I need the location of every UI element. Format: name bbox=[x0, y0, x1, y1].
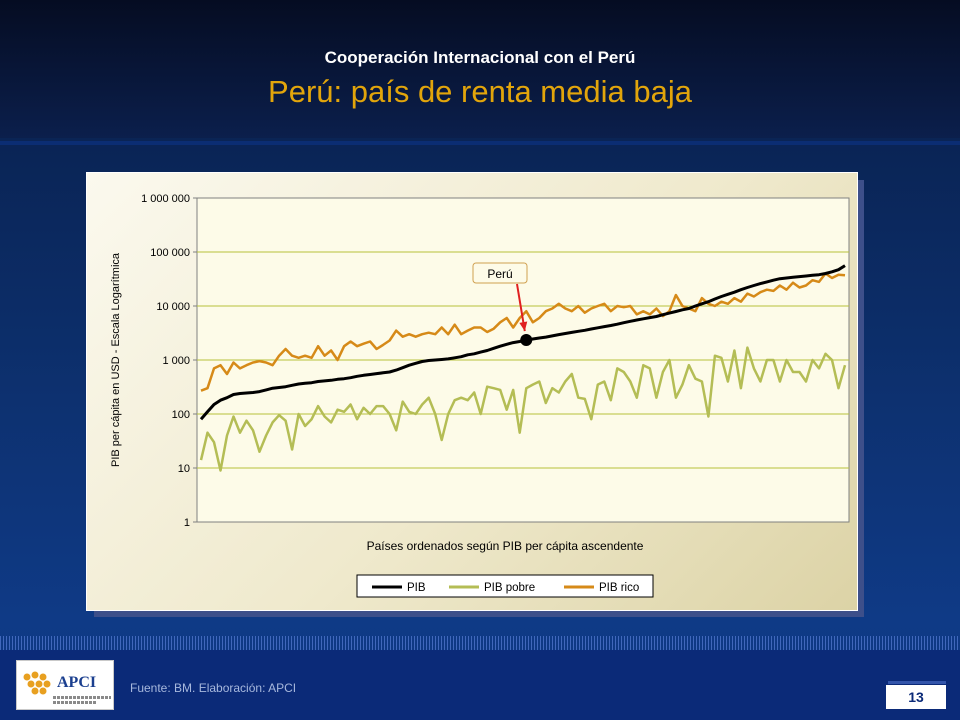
y-tick-label: 100 000 bbox=[150, 247, 190, 259]
y-axis-ticks: 1 10 100 1 000 10 000 100 000 1 000 000 bbox=[141, 193, 190, 529]
header-band bbox=[0, 0, 960, 138]
y-tick-label: 1 000 bbox=[162, 355, 190, 367]
page-number: 13 bbox=[886, 685, 946, 709]
y-tick-label: 1 bbox=[184, 517, 190, 529]
legend-label-pib-pobre: PIB pobre bbox=[484, 582, 535, 594]
logo-tagline bbox=[53, 696, 111, 699]
legend: PIB PIB pobre PIB rico bbox=[356, 574, 654, 598]
legend-box bbox=[356, 574, 654, 598]
slide-title: Cooperación Internacional con el Perú bbox=[324, 48, 636, 67]
series-pib-pobre bbox=[199, 346, 847, 472]
peru-callout-box bbox=[472, 262, 528, 284]
footer-bar bbox=[0, 650, 960, 720]
peru-callout-label: Perú bbox=[487, 267, 512, 281]
chart: 1 10 100 1 000 10 000 100 000 1 000 000 Perú P… bbox=[110, 193, 850, 598]
y-tick-label: 1 000 000 bbox=[141, 193, 190, 205]
slide-heading: Perú: país de renta media baja bbox=[268, 74, 692, 109]
chart-panel: 1 10 100 1 000 10 000 100 000 1 000 000 Perú P… bbox=[86, 172, 858, 611]
peru-callout-arrowhead bbox=[519, 321, 528, 332]
source-note: Fuente: BM. Elaboración: APCI bbox=[130, 681, 297, 695]
legend-label-pib: PIB bbox=[407, 582, 426, 594]
page-number-accent bbox=[888, 681, 946, 684]
x-axis-label: Países ordenados según PIB per cápita as… bbox=[367, 539, 644, 553]
header-divider bbox=[0, 141, 960, 145]
apci-logo: APCI bbox=[16, 660, 114, 710]
y-tick-label: 10 bbox=[178, 463, 190, 475]
logo-tagline-2 bbox=[53, 701, 97, 704]
peru-annotation: Perú bbox=[472, 262, 533, 346]
apci-logo-mark bbox=[23, 671, 51, 695]
logo-text: APCI bbox=[57, 674, 97, 691]
gridlines bbox=[193, 197, 849, 523]
y-tick-label: 100 bbox=[172, 409, 190, 421]
peru-marker bbox=[520, 333, 533, 346]
y-tick-label: 10 000 bbox=[156, 301, 190, 313]
dotted-divider bbox=[0, 636, 960, 650]
y-axis-label: PIB per cápita en USD - Escala Logarítmi… bbox=[110, 252, 122, 467]
legend-label-pib-rico: PIB rico bbox=[599, 582, 639, 594]
